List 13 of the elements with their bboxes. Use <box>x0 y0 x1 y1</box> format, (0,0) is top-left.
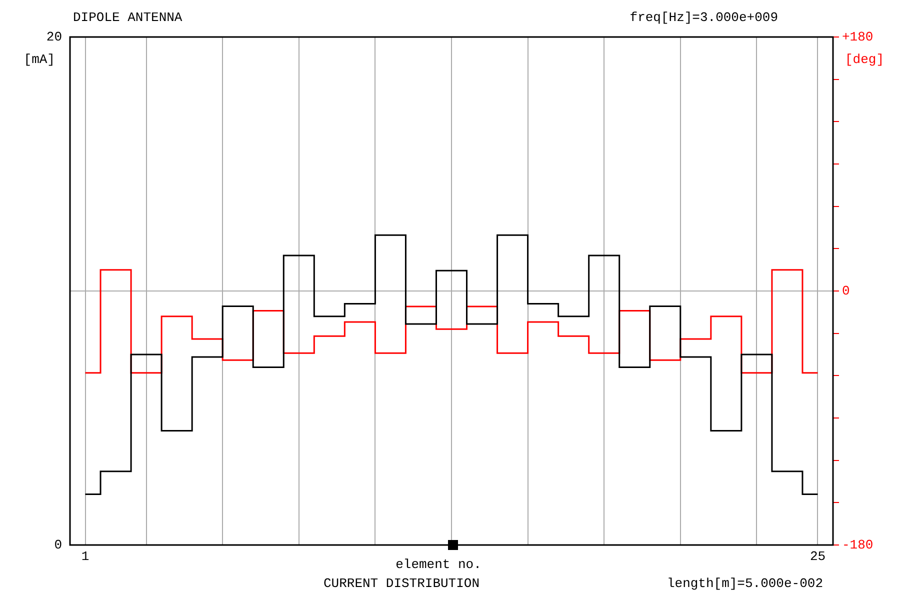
x-tick-label: 1 <box>81 549 90 564</box>
text: length[m]=5.000e-002 <box>666 576 823 591</box>
chart-title: DIPOLE ANTENNA <box>73 10 182 25</box>
y2-axis-title: [deg] <box>845 52 884 67</box>
text: freq[Hz]=3.000e+009 <box>630 10 778 25</box>
x-tick-label: 25 <box>810 549 826 564</box>
text: CURRENT DISTRIBUTION <box>323 576 480 591</box>
y-tick-label: 20 <box>46 29 62 44</box>
x-axis-title: element no. <box>396 557 482 572</box>
y2-tick-label: 0 <box>842 283 850 298</box>
y2-tick-label: +180 <box>842 29 874 44</box>
y2-tick-label: -180 <box>842 537 874 552</box>
y-axis-title: [mA] <box>24 52 55 67</box>
